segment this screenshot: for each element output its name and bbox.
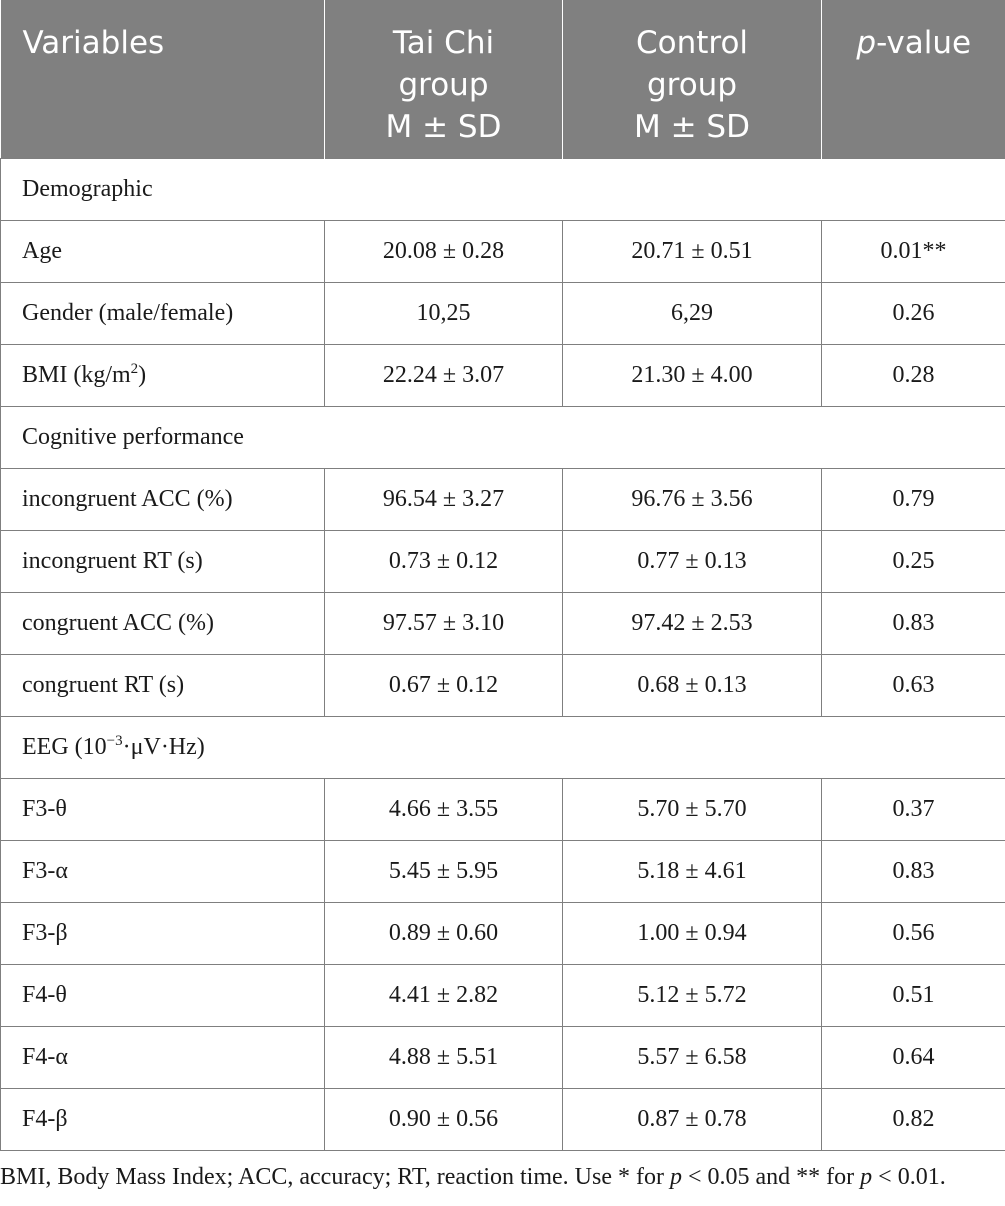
data-table: Variables Tai Chi group M ± SD Control g… [0,0,1005,1151]
control-value: 0.68 ± 0.13 [562,653,822,717]
table-footnote: BMI, Body Mass Index; ACC, accuracy; RT,… [0,1164,946,1190]
table-row: BMI (kg/m2) 22.24 ± 3.07 21.30 ± 4.00 0.… [0,343,1005,407]
row-label: congruent RT (s) [0,653,325,717]
header-row: Variables Tai Chi group M ± SD Control g… [0,0,1005,158]
p-value: 0.82 [821,1087,1005,1151]
p-value: 0.26 [821,281,1005,345]
row-label: incongruent ACC (%) [0,467,325,531]
taichi-value: 96.54 ± 3.27 [324,467,563,531]
table-row: Age 20.08 ± 0.28 20.71 ± 0.51 0.01** [0,219,1005,283]
control-value: 97.42 ± 2.53 [562,591,822,655]
row-label: Gender (male/female) [0,281,325,345]
control-value: 5.12 ± 5.72 [562,963,822,1027]
table-body: Demographic Age 20.08 ± 0.28 20.71 ± 0.5… [0,157,1005,1151]
table-row: incongruent ACC (%) 96.54 ± 3.27 96.76 ±… [0,467,1005,531]
table-row: F4-β 0.90 ± 0.56 0.87 ± 0.78 0.82 [0,1087,1005,1151]
p-value: 0.37 [821,777,1005,841]
p-value: 0.63 [821,653,1005,717]
control-value: 1.00 ± 0.94 [562,901,822,965]
taichi-value: 4.66 ± 3.55 [324,777,563,841]
p-value: 0.28 [821,343,1005,407]
control-value: 96.76 ± 3.56 [562,467,822,531]
taichi-value: 97.57 ± 3.10 [324,591,563,655]
table-row: F3-θ 4.66 ± 3.55 5.70 ± 5.70 0.37 [0,777,1005,841]
control-value: 5.57 ± 6.58 [562,1025,822,1089]
section-row-eeg: EEG (10−3·μV·Hz) [0,715,1005,779]
row-label: F4-θ [0,963,325,1027]
section-row-demographic: Demographic [0,157,1005,221]
row-label: F4-β [0,1087,325,1151]
control-value: 6,29 [562,281,822,345]
p-value: 0.79 [821,467,1005,531]
taichi-value: 20.08 ± 0.28 [324,219,563,283]
table-row: F4-α 4.88 ± 5.51 5.57 ± 6.58 0.64 [0,1025,1005,1089]
taichi-value: 0.90 ± 0.56 [324,1087,563,1151]
p-value: 0.01** [821,219,1005,283]
section-label: Demographic [0,157,1005,221]
header-control-group: Control group M ± SD [562,0,822,158]
taichi-value: 10,25 [324,281,563,345]
section-label: EEG (10−3·μV·Hz) [0,715,1005,779]
taichi-value: 0.67 ± 0.12 [324,653,563,717]
table-row: Gender (male/female) 10,25 6,29 0.26 [0,281,1005,345]
table-row: F3-α 5.45 ± 5.95 5.18 ± 4.61 0.83 [0,839,1005,903]
taichi-value: 4.88 ± 5.51 [324,1025,563,1089]
section-label: Cognitive performance [0,405,1005,469]
table-row: incongruent RT (s) 0.73 ± 0.12 0.77 ± 0.… [0,529,1005,593]
header-p-value: p-value [821,0,1005,158]
row-label: F3-β [0,901,325,965]
taichi-value: 4.41 ± 2.82 [324,963,563,1027]
row-label: congruent ACC (%) [0,591,325,655]
row-label: F4-α [0,1025,325,1089]
taichi-value: 5.45 ± 5.95 [324,839,563,903]
table-row: congruent ACC (%) 97.57 ± 3.10 97.42 ± 2… [0,591,1005,655]
p-value: 0.56 [821,901,1005,965]
section-row-cognitive: Cognitive performance [0,405,1005,469]
table-row: F3-β 0.89 ± 0.60 1.00 ± 0.94 0.56 [0,901,1005,965]
header-variables: Variables [0,0,325,158]
taichi-value: 22.24 ± 3.07 [324,343,563,407]
row-label: Age [0,219,325,283]
control-value: 0.87 ± 0.78 [562,1087,822,1151]
table-row: F4-θ 4.41 ± 2.82 5.12 ± 5.72 0.51 [0,963,1005,1027]
row-label: F3-α [0,839,325,903]
taichi-value: 0.73 ± 0.12 [324,529,563,593]
control-value: 5.70 ± 5.70 [562,777,822,841]
table-header: Variables Tai Chi group M ± SD Control g… [0,0,1005,158]
row-label: incongruent RT (s) [0,529,325,593]
control-value: 20.71 ± 0.51 [562,219,822,283]
p-value: 0.64 [821,1025,1005,1089]
header-taichi-group: Tai Chi group M ± SD [324,0,563,158]
control-value: 21.30 ± 4.00 [562,343,822,407]
control-value: 0.77 ± 0.13 [562,529,822,593]
taichi-value: 0.89 ± 0.60 [324,901,563,965]
control-value: 5.18 ± 4.61 [562,839,822,903]
p-value: 0.83 [821,591,1005,655]
row-label: BMI (kg/m2) [0,343,325,407]
row-label: F3-θ [0,777,325,841]
p-value: 0.83 [821,839,1005,903]
table-row: congruent RT (s) 0.67 ± 0.12 0.68 ± 0.13… [0,653,1005,717]
p-value: 0.51 [821,963,1005,1027]
p-value: 0.25 [821,529,1005,593]
